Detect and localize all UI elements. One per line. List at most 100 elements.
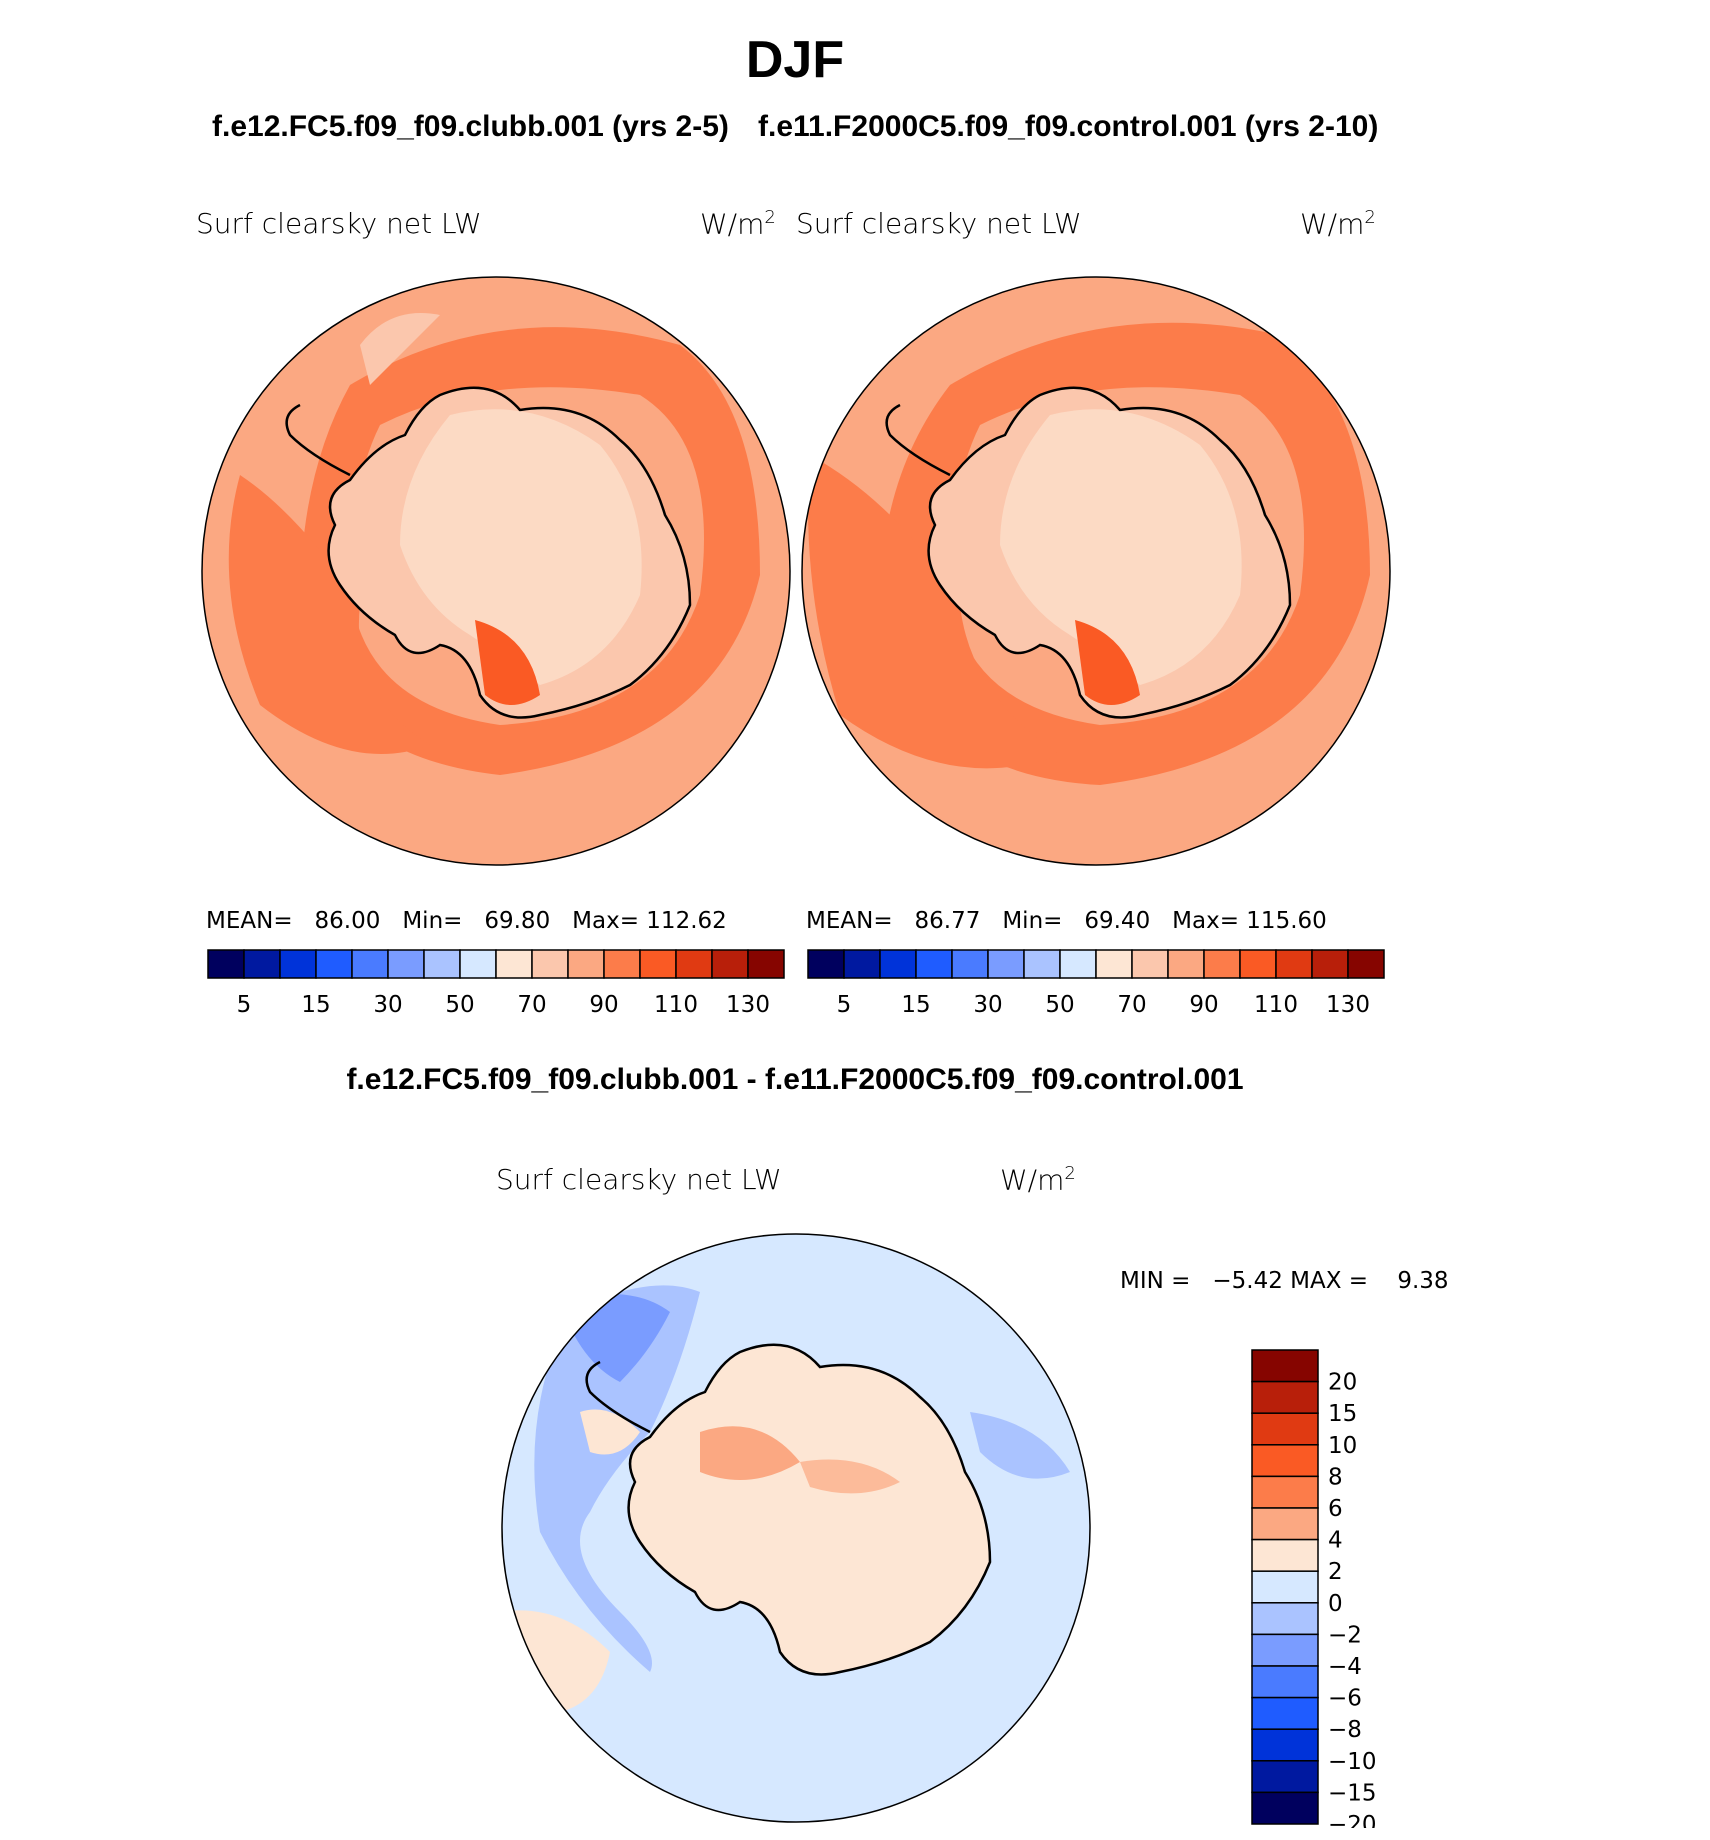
colorbar-left-swatch <box>711 949 749 979</box>
colorbar-left-swatch <box>567 949 605 979</box>
colorbar-left-swatch <box>423 949 461 979</box>
diff-min-max: MIN = −5.42 MAX = 9.38 <box>1120 1268 1449 1294</box>
map-right-border <box>801 276 1391 866</box>
colorbar-right-swatch <box>879 949 917 979</box>
colorbar-left: 5 15 30 50 70 90 110 130 <box>207 949 785 1018</box>
colorbar-diff-swatch <box>1251 1349 1319 1383</box>
colorbar-diff-swatch <box>1251 1507 1319 1541</box>
colorbar-diff-tick-label: 20 <box>1328 1370 1357 1396</box>
colorbar-left-swatch <box>639 949 677 979</box>
colorbar-left-swatch <box>207 949 245 979</box>
units-label-left: W/m2 <box>700 207 776 241</box>
colorbar-diff-swatch <box>1251 1760 1319 1794</box>
colorbar-right-swatch <box>1203 949 1241 979</box>
colorbar-diff-swatch <box>1251 1791 1319 1825</box>
colorbar-diff-swatch <box>1251 1602 1319 1636</box>
map-diff-east-fill <box>970 1412 1070 1479</box>
colorbar-diff-tick-label: 2 <box>1328 1559 1343 1585</box>
colorbar-left-swatch <box>351 949 389 979</box>
colorbar-right-tick-label: 70 <box>1117 992 1146 1018</box>
colorbar-diff-swatch <box>1251 1633 1319 1667</box>
colorbar-left-swatch <box>387 949 425 979</box>
colorbar-diff-tick-label: −10 <box>1328 1749 1377 1775</box>
colorbar-left-tick-label: 90 <box>589 992 618 1018</box>
colorbar-diff-tick-label: −20 <box>1328 1812 1377 1828</box>
colorbar-right-swatch <box>843 949 881 979</box>
map-difference <box>501 1233 1091 1823</box>
colorbar-diff-swatch <box>1251 1696 1319 1730</box>
colorbar-right-swatch <box>1023 949 1061 979</box>
colorbar-diff-tick-label: 0 <box>1328 1591 1343 1617</box>
colorbar-left-tick-label: 15 <box>301 992 330 1018</box>
colorbar-left-tick-label: 130 <box>726 992 770 1018</box>
colorbar-right: 5 15 30 50 70 90 110 130 <box>807 949 1385 1018</box>
colorbar-right-swatch <box>951 949 989 979</box>
colorbar-left-swatch <box>315 949 353 979</box>
colorbar-diff-tick-label: 10 <box>1328 1433 1357 1459</box>
colorbar-left-swatch <box>495 949 533 979</box>
stats-right: MEAN= 86.77 Min= 69.40 Max= 115.60 <box>806 908 1327 934</box>
case-title-right: f.e11.F2000C5.f09_f09.control.001 (yrs 2… <box>758 110 1379 143</box>
peninsula-outline-left <box>285 403 351 477</box>
units-label-right: W/m2 <box>1300 207 1376 241</box>
map-left <box>201 276 791 866</box>
colorbar-left-swatch <box>675 949 713 979</box>
map-right <box>801 276 1391 866</box>
colorbar-left-tick-label: 50 <box>445 992 474 1018</box>
colorbar-left-swatch <box>603 949 641 979</box>
colorbar-right-tick-label: 30 <box>973 992 1002 1018</box>
map-left-plateau-fill <box>400 409 642 685</box>
colorbar-right-swatch <box>1275 949 1313 979</box>
colorbar-left-tick-label: 30 <box>373 992 402 1018</box>
colorbar-left-swatch <box>459 949 497 979</box>
colorbar-left-tick-label: 110 <box>654 992 698 1018</box>
colorbar-right-swatch <box>1059 949 1097 979</box>
difference-title: f.e12.FC5.f09_f09.clubb.001 - f.e11.F200… <box>346 1063 1244 1096</box>
peninsula-outline-right <box>885 403 951 477</box>
colorbar-diff-swatch <box>1251 1380 1319 1414</box>
colorbar-diff-swatch <box>1251 1538 1319 1572</box>
map-diff-peninsula-fill <box>580 1409 640 1455</box>
colorbar-right-tick-label: 50 <box>1045 992 1074 1018</box>
colorbar-right-swatch <box>987 949 1025 979</box>
season-title: DJF <box>745 31 845 89</box>
map-diff-border <box>501 1233 1091 1823</box>
colorbar-right-swatch <box>1311 949 1349 979</box>
colorbar-right-tick-label: 110 <box>1254 992 1298 1018</box>
map-left-north-fill <box>360 313 440 385</box>
colorbar-left-tick-label: 70 <box>517 992 546 1018</box>
colorbar-right-swatch <box>1167 949 1205 979</box>
variable-label-right: Surf clearsky net LW <box>796 207 1082 240</box>
colorbar-left-swatch <box>531 949 569 979</box>
map-left-ross-fill <box>475 620 540 705</box>
colorbar-diff-swatch <box>1251 1412 1319 1446</box>
colorbar-diff-tick-label: −4 <box>1328 1654 1362 1680</box>
map-left-pacific-fill <box>228 475 430 754</box>
colorbar-diff-tick-label: −15 <box>1328 1780 1377 1806</box>
colorbar-diff-swatch <box>1251 1665 1319 1699</box>
colorbar-right-swatch <box>1095 949 1133 979</box>
case-title-left: f.e12.FC5.f09_f09.clubb.001 (yrs 2-5) <box>212 110 729 143</box>
colorbar-diff-swatch <box>1251 1570 1319 1604</box>
colorbar-diff-tick-label: −6 <box>1328 1686 1362 1712</box>
map-diff-west-fill <box>534 1285 700 1672</box>
colorbar-diff-tick-label: 6 <box>1328 1496 1343 1522</box>
units-label-diff: W/m2 <box>1000 1163 1076 1197</box>
colorbar-left-swatch <box>747 949 785 979</box>
colorbar-right-swatch <box>1239 949 1277 979</box>
map-diff-warm-fill <box>700 1426 800 1480</box>
colorbar-left-swatch <box>279 949 317 979</box>
colorbar-right-tick-label: 130 <box>1326 992 1370 1018</box>
variable-label-left: Surf clearsky net LW <box>196 207 482 240</box>
colorbar-left-swatch <box>243 949 281 979</box>
colorbar-diff-tick-label: 15 <box>1328 1401 1357 1427</box>
colorbar-diff-swatch <box>1251 1728 1319 1762</box>
map-left-border <box>201 276 791 866</box>
colorbar-right-swatch <box>1131 949 1169 979</box>
map-right-pacific-fill <box>808 455 1060 769</box>
colorbar-right-swatch <box>807 949 845 979</box>
map-right-plateau-fill <box>1000 409 1242 685</box>
variable-label-diff: Surf clearsky net LW <box>496 1163 782 1196</box>
map-right-ross-fill <box>1075 620 1140 705</box>
